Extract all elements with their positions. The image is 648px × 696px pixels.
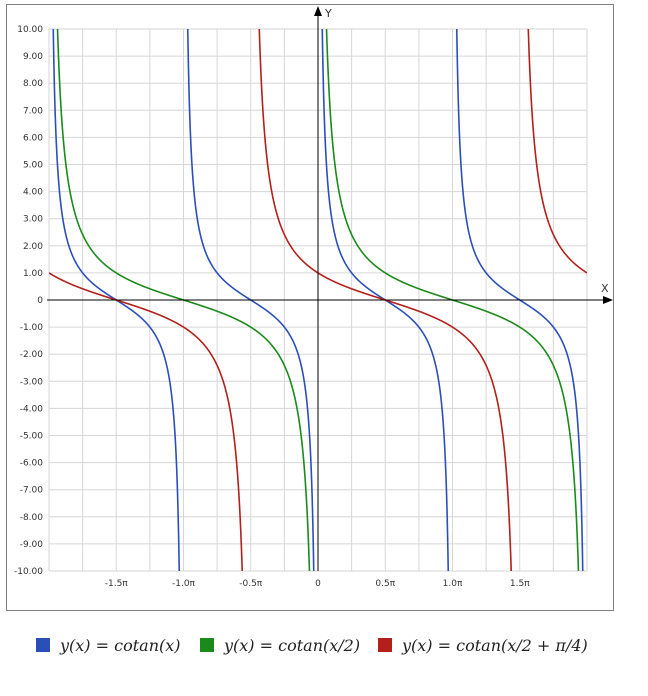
legend-label-cotan-x: y(x) = cotan(x) (60, 635, 181, 655)
y-tick-label: 10.00 (17, 25, 43, 35)
y-tick-label: -8.00 (20, 513, 44, 523)
legend-item-cotan-x-half: y(x) = cotan(x/2) (200, 632, 360, 658)
chart-plot: X Y 10.00 9.00 8.00 7.00 6.00 5.00 4.00 3.00 2.00 1… (14, 6, 613, 589)
y-tick-label: -4.00 (20, 404, 44, 414)
x-tick-label: -1.0π (172, 579, 196, 589)
y-tick-label: 7.00 (23, 106, 43, 116)
legend-swatch-cotan-x (36, 638, 50, 652)
x-tick-label: 0 (315, 579, 321, 589)
x-tick-label: 1.5π (510, 579, 530, 589)
y-axis-label: Y (324, 7, 332, 20)
y-tick-label: -7.00 (20, 486, 44, 496)
y-tick-label: 6.00 (23, 133, 43, 143)
y-tick-label: -9.00 (20, 540, 44, 550)
x-axis-arrow (603, 296, 613, 304)
y-tick-label: 9.00 (23, 52, 43, 62)
chart-frame: X Y 10.00 9.00 8.00 7.00 6.00 5.00 4.00 3.00 2.00 1… (6, 4, 614, 611)
y-tick-label: -1.00 (20, 323, 44, 333)
x-tick-label: -1.5π (105, 579, 129, 589)
legend-label-cotan-shifted: y(x) = cotan(x/2 + π/4) (402, 635, 588, 655)
y-tick-label: 8.00 (23, 79, 43, 89)
legend-swatch-cotan-x-half (200, 638, 214, 652)
legend-swatch-cotan-shifted (378, 638, 392, 652)
y-axis-arrow (314, 6, 322, 16)
x-tick-label: 1.0π (443, 579, 463, 589)
y-tick-label: 4.00 (23, 188, 43, 198)
y-tick-label: 1.00 (23, 269, 43, 279)
x-tick-label: 0.5π (375, 579, 395, 589)
x-axis-label: X (601, 282, 609, 295)
x-tick-label: -0.5π (239, 579, 263, 589)
y-tick-label: -2.00 (20, 350, 44, 360)
legend-label-cotan-x-half: y(x) = cotan(x/2) (224, 635, 361, 655)
y-tick-label: 0 (37, 296, 43, 306)
y-tick-label: 5.00 (23, 161, 43, 171)
y-tick-label: -5.00 (20, 432, 44, 442)
y-tick-label: -3.00 (20, 377, 44, 387)
y-tick-label: -6.00 (20, 459, 44, 469)
y-tick-label: 2.00 (23, 242, 43, 252)
legend-item-cotan-x: y(x) = cotan(x) (36, 632, 181, 658)
y-tick-label: 3.00 (23, 215, 43, 225)
legend-item-cotan-shifted: y(x) = cotan(x/2 + π/4) (378, 632, 588, 658)
y-tick-label: -10.00 (14, 567, 43, 577)
legend: y(x) = cotan(x) y(x) = cotan(x/2) y(x) =… (0, 622, 648, 672)
